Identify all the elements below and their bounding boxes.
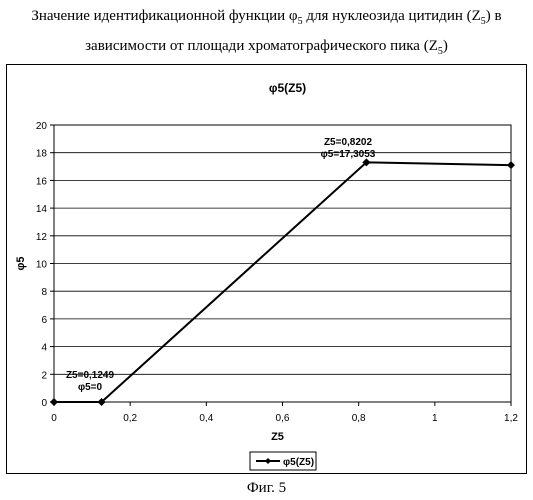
annotation-label: Z5=0,8202 xyxy=(324,137,373,148)
figure-label: Фиг. 5 xyxy=(0,480,533,497)
y-tick-label: 8 xyxy=(41,287,47,298)
x-tick-label: 0 xyxy=(51,413,57,424)
y-tick-label: 18 xyxy=(36,149,48,160)
y-tick-label: 20 xyxy=(36,121,48,132)
x-tick-label: 1,2 xyxy=(504,413,518,424)
chart-title: φ5(Z5) xyxy=(269,81,306,95)
y-tick-label: 4 xyxy=(41,343,47,354)
y-tick-label: 6 xyxy=(41,315,47,326)
y-tick-label: 14 xyxy=(36,204,48,215)
series-line xyxy=(54,162,511,402)
x-axis-label: Z5 xyxy=(271,431,284,443)
annotation-label: Z5=0,1249 xyxy=(66,370,115,381)
legend-label: φ5(Z5) xyxy=(283,457,314,468)
y-tick-label: 16 xyxy=(36,176,48,187)
x-tick-label: 0,4 xyxy=(199,413,213,424)
y-tick-label: 0 xyxy=(41,398,47,409)
data-point xyxy=(507,161,515,169)
y-tick-label: 12 xyxy=(36,232,48,243)
y-axis-label: φ5 xyxy=(15,257,27,271)
data-point xyxy=(50,398,58,406)
annotation-label: φ5=17,3053 xyxy=(321,149,376,160)
x-tick-label: 0,2 xyxy=(123,413,137,424)
x-tick-label: 1 xyxy=(432,413,438,424)
y-tick-label: 10 xyxy=(36,260,48,271)
y-tick-label: 2 xyxy=(41,370,47,381)
x-tick-label: 0,6 xyxy=(276,413,290,424)
x-tick-label: 0,8 xyxy=(352,413,366,424)
annotation-label: φ5=0 xyxy=(78,382,103,393)
